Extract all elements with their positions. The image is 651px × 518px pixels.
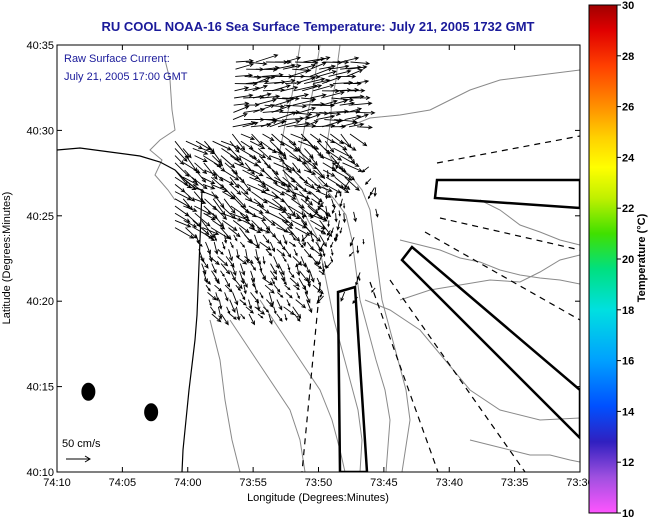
x-tick-label: 73:50	[305, 477, 333, 489]
colorbar-tick-label: 30	[622, 0, 634, 12]
colorbar-tick-label: 28	[622, 51, 634, 63]
colorbar-tick-label: 12	[622, 457, 634, 469]
y-axis-label: Latitude (Degrees:Minutes)	[1, 192, 13, 325]
x-tick-label: 73:30	[566, 477, 594, 489]
annotation-line1: Raw Surface Current:	[64, 53, 170, 65]
y-tick-label: 40:35	[26, 40, 54, 52]
bathymetry-contours	[149, 45, 580, 472]
x-tick-label: 74:00	[174, 477, 202, 489]
y-tick-label: 40:30	[26, 125, 54, 137]
x-tick-label: 73:55	[239, 477, 267, 489]
y-axis: 40:35 40:30 40:25 40:20 40:15 40:10	[26, 40, 580, 479]
y-tick-label: 40:25	[26, 211, 54, 223]
scale-label: 50 cm/s	[62, 438, 101, 450]
wind-lease-areas	[336, 178, 580, 472]
chart-title: RU COOL NOAA-16 Sea Surface Temperature:…	[101, 19, 534, 34]
marker-group	[81, 382, 159, 422]
colorbar-tick-label: 18	[622, 305, 634, 317]
colorbar-tick-label: 16	[622, 356, 634, 368]
y-tick-label: 40:10	[26, 467, 54, 479]
x-tick-label: 73:45	[370, 477, 398, 489]
colorbar-label: Temperature (°C)	[636, 213, 648, 302]
marker-west	[81, 382, 96, 401]
y-tick-label: 40:20	[26, 296, 54, 308]
y-tick-label: 40:15	[26, 382, 54, 394]
plot-area	[57, 45, 580, 472]
colorbar-tick-label: 26	[622, 102, 634, 114]
x-tick-label: 73:35	[501, 477, 529, 489]
coastline	[57, 147, 203, 472]
colorbar-tick-label: 20	[622, 254, 634, 266]
surface-current-vectors	[174, 53, 379, 326]
colorbar-tick-label: 10	[622, 508, 634, 518]
x-tick-label: 74:05	[109, 477, 137, 489]
exclusion-lines	[301, 135, 580, 472]
colorbar-tick-label: 14	[622, 406, 635, 418]
colorbar	[588, 4, 618, 514]
colorbar-tick-label: 22	[622, 203, 634, 215]
colorbar-tick-label: 24	[622, 152, 635, 164]
scale-arrow	[66, 455, 91, 463]
x-axis-label: Longitude (Degrees:Minutes)	[247, 492, 389, 504]
x-tick-label: 74:10	[43, 477, 71, 489]
x-tick-label: 73:40	[435, 477, 463, 489]
x-axis: 74:10 74:05 74:00 73:55 73:50 73:45 73:40 73:35…	[43, 45, 594, 489]
colorbar-ticks: 30 28 26 24 22 20 18 16 14 12 10	[617, 0, 635, 518]
marker-east	[144, 403, 159, 422]
annotation-line2: July 21, 2005 17:00 GMT	[64, 71, 188, 83]
